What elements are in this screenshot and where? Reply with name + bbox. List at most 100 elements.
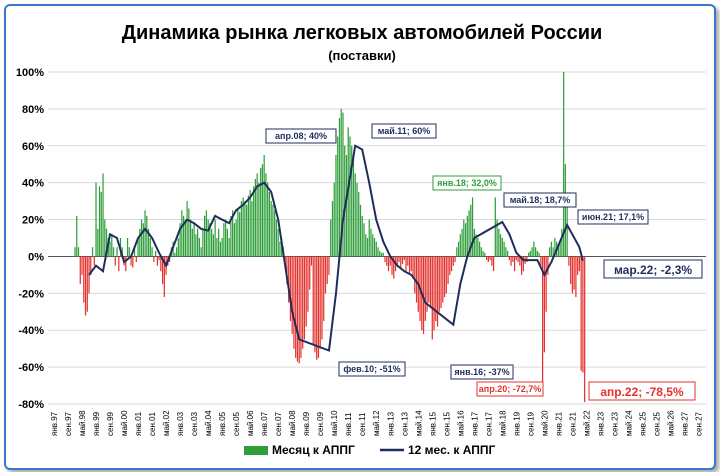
bar xyxy=(452,256,454,266)
bar xyxy=(389,256,391,266)
bar xyxy=(352,155,355,257)
bar xyxy=(549,247,551,257)
bar xyxy=(528,252,530,257)
x-tick-label: сен.21 xyxy=(568,411,577,436)
y-tick-label: 0% xyxy=(28,251,44,263)
bar xyxy=(377,247,379,257)
x-tick-label: май.12 xyxy=(372,410,381,436)
bar xyxy=(354,173,356,257)
bar xyxy=(552,247,554,257)
legend-label-monthly: Месяц к АППГ xyxy=(272,443,355,457)
annotation-box xyxy=(450,364,514,380)
x-tick-label: май.22 xyxy=(582,410,591,436)
bar xyxy=(338,118,341,257)
bar xyxy=(387,256,390,272)
bar xyxy=(160,256,162,272)
y-tick-label: 20% xyxy=(22,215,44,227)
bar xyxy=(542,256,544,392)
bar xyxy=(366,238,369,257)
bar xyxy=(175,247,178,257)
bar xyxy=(436,256,439,327)
bar xyxy=(412,256,414,279)
y-tick-label: -20% xyxy=(18,288,44,300)
bar xyxy=(244,201,246,257)
bar xyxy=(109,241,111,257)
bar xyxy=(291,256,293,334)
bar xyxy=(314,256,316,353)
legend: Месяц к АППГ 12 мес. к АППГ xyxy=(244,443,496,457)
x-tick-label: янв.13 xyxy=(386,411,395,436)
x-tick-label: сен.11 xyxy=(358,412,367,436)
annotation-box xyxy=(338,361,406,377)
bar xyxy=(577,256,579,275)
x-tick-label: янв.01 xyxy=(134,411,143,436)
bar xyxy=(331,201,334,257)
annotation-label: янв.18; 32,0% xyxy=(437,178,497,188)
bar xyxy=(457,241,460,257)
bar xyxy=(485,256,488,261)
x-tick-label: янв.19 xyxy=(512,411,521,436)
bar xyxy=(370,228,372,257)
bar xyxy=(554,238,556,257)
bar xyxy=(239,212,241,257)
chart-frame: Динамика рынка легковых автомобилей Росс… xyxy=(4,4,716,470)
bar xyxy=(568,256,570,266)
bar xyxy=(182,215,185,257)
bar xyxy=(268,191,271,257)
bar xyxy=(81,256,83,275)
annotation-label: мар.22; -2,3% xyxy=(614,263,692,277)
bar xyxy=(263,155,265,257)
bar xyxy=(513,256,516,272)
x-tick-label: май.20 xyxy=(540,410,549,436)
bar xyxy=(522,256,524,272)
x-tick-label: янв.03 xyxy=(176,411,185,436)
bar xyxy=(414,256,416,294)
bar xyxy=(456,247,458,257)
bar xyxy=(189,219,192,257)
x-tick-label: май.00 xyxy=(120,410,129,436)
bar xyxy=(492,256,495,272)
annotation-box xyxy=(603,259,703,279)
y-tick-label: 60% xyxy=(22,141,44,153)
bar xyxy=(270,201,272,257)
bar xyxy=(361,215,363,257)
bar xyxy=(484,252,486,257)
bar xyxy=(309,256,311,290)
legend-swatch-monthly xyxy=(244,446,268,455)
bar xyxy=(570,256,572,285)
bar xyxy=(91,247,94,257)
bar xyxy=(204,215,206,257)
x-tick-label: янв.23 xyxy=(596,411,605,436)
bar xyxy=(174,252,176,257)
annotation-label: янв.16; -37% xyxy=(454,367,509,377)
x-tick-label: сен.05 xyxy=(232,411,241,436)
bar xyxy=(125,256,127,272)
bar xyxy=(358,191,360,257)
bar xyxy=(260,167,262,257)
bar xyxy=(505,247,507,257)
bar xyxy=(582,256,584,373)
x-tick-label: янв.21 xyxy=(554,411,563,436)
x-tick-label: сен.01 xyxy=(148,411,157,436)
bar xyxy=(545,256,547,312)
x-tick-label: май.98 xyxy=(78,410,87,436)
y-tick-label: -80% xyxy=(18,399,44,411)
bar xyxy=(83,256,85,303)
annotation-label: май.18; 18,7% xyxy=(510,195,571,205)
bar xyxy=(356,182,358,257)
bar xyxy=(216,238,218,257)
x-tick-label: сен.25 xyxy=(652,411,661,436)
x-tick-label: май.18 xyxy=(498,410,507,436)
bar xyxy=(580,256,582,371)
bar xyxy=(561,228,563,257)
bar xyxy=(573,256,575,290)
bar xyxy=(267,182,269,257)
bar xyxy=(533,241,535,257)
bar xyxy=(105,228,108,257)
bar xyxy=(214,219,216,257)
bar xyxy=(326,256,328,285)
bar xyxy=(382,252,384,257)
bar xyxy=(135,256,137,262)
bar xyxy=(242,197,244,257)
x-tick-label: сен.23 xyxy=(610,411,619,436)
